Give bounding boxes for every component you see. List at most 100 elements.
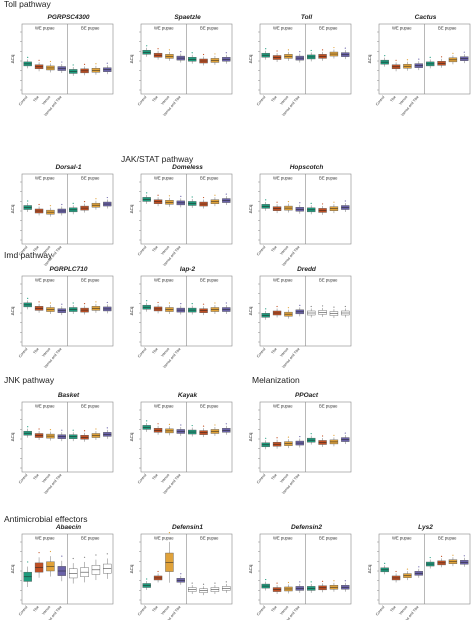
section-title: Melanization: [252, 375, 300, 385]
y-axis-label: ΔCq: [10, 432, 15, 441]
group-label-be: BE pupae: [81, 278, 100, 283]
outlier-point: [344, 200, 346, 202]
x-tick-label: Tlse: [389, 605, 396, 613]
outlier-point: [106, 553, 108, 555]
panel-title: PGRPSC4300: [48, 14, 90, 21]
group-label-we: WE pupae: [392, 26, 412, 31]
x-tick-label: Tlse: [151, 245, 158, 253]
x-tick-label: Control: [375, 95, 386, 107]
outlier-point: [429, 556, 431, 559]
outlier-point: [168, 423, 171, 425]
y-axis-label: ΔCq: [248, 54, 253, 63]
outlier-point: [202, 583, 205, 585]
x-tick-label: Control: [18, 473, 29, 485]
group-label-we: WE pupae: [273, 404, 293, 409]
y-axis-label: ΔCq: [10, 204, 15, 213]
outlier-point: [395, 59, 397, 61]
outlier-point: [49, 550, 52, 553]
outlier-point: [463, 51, 465, 53]
outlier-point: [83, 430, 86, 432]
outlier-point: [180, 424, 182, 426]
x-tick-label: Varroa: [398, 605, 408, 616]
x-tick-label: Varroa: [41, 245, 51, 256]
outlier-point: [106, 427, 108, 429]
section-title: Toll pathway: [4, 0, 52, 9]
x-tick-label: Control: [137, 95, 148, 107]
outlier-point: [395, 570, 397, 573]
group-label-be: BE pupae: [319, 404, 338, 409]
group-label-we: WE pupae: [154, 26, 174, 31]
panel-title: Domeless: [172, 164, 203, 171]
outlier-point: [299, 304, 301, 306]
outlier-point: [344, 47, 346, 49]
outlier-point: [146, 578, 148, 580]
x-tick-label: Control: [256, 473, 267, 485]
outlier-point: [321, 435, 324, 437]
outlier-point: [299, 581, 301, 583]
outlier-point: [333, 580, 335, 582]
outlier-point: [180, 303, 182, 305]
outlier-point: [265, 48, 267, 50]
outlier-point: [276, 201, 278, 203]
outlier-point: [452, 554, 454, 556]
group-label-be: BE pupae: [200, 26, 219, 31]
panel-lys2: Lys2 WE pupae BE pupae ΔCq Control Tlse Varroa…: [367, 524, 471, 620]
panel-toll: Toll WE pupae BE pupae ΔCq Control Tlse Varroa…: [248, 14, 352, 117]
outlier-point: [83, 63, 86, 65]
section-title: JNK pathway: [4, 375, 55, 385]
outlier-point: [95, 554, 97, 556]
outlier-point: [214, 582, 216, 584]
outlier-point: [321, 305, 324, 307]
outlier-point: [27, 200, 29, 202]
panel-title: Kayak: [178, 392, 198, 399]
y-axis-label: ΔCq: [248, 204, 253, 213]
x-tick-label: Control: [137, 473, 148, 485]
outlier-point: [287, 581, 290, 584]
outlier-point: [276, 50, 278, 52]
group-label-be: BE pupae: [319, 536, 338, 541]
group-label-we: WE pupae: [35, 278, 55, 283]
outlier-point: [27, 56, 29, 59]
outlier-point: [202, 303, 205, 305]
panel-title: PPOact: [295, 392, 319, 399]
outlier-point: [38, 203, 40, 206]
group-label-be: BE pupae: [81, 26, 100, 31]
outlier-point: [191, 52, 193, 54]
group-label-be: BE pupae: [200, 176, 219, 181]
outlier-point: [384, 562, 386, 564]
x-tick-label: Control: [256, 605, 267, 617]
outlier-point: [72, 429, 74, 431]
outlier-point: [310, 305, 312, 308]
outlier-point: [146, 192, 148, 194]
y-axis-label: ΔCq: [129, 564, 134, 573]
group-label-we: WE pupae: [273, 536, 293, 541]
y-axis-label: ΔCq: [10, 54, 15, 63]
panel-domeless: Domeless WE pupae BE pupae ΔCq Control Tlse Va…: [129, 164, 233, 267]
outlier-point: [49, 429, 52, 431]
panel-pgrplc710: PGRPLC710 WE pupae BE pupae ΔCq Control Tlse V…: [10, 266, 114, 369]
group-label-be: BE pupae: [319, 26, 338, 31]
x-tick-label: Tlse: [389, 95, 396, 103]
outlier-point: [287, 307, 290, 309]
outlier-point: [95, 198, 97, 200]
x-tick-label: Control: [375, 605, 386, 617]
outlier-point: [225, 302, 227, 304]
y-axis-label: ΔCq: [367, 564, 372, 573]
outlier-point: [310, 49, 312, 52]
outlier-point: [225, 581, 227, 583]
outlier-point: [265, 308, 267, 310]
outlier-point: [106, 196, 108, 199]
panel-title: Cactus: [415, 14, 437, 21]
outlier-point: [225, 193, 227, 195]
group-label-we: WE pupae: [273, 278, 293, 283]
x-tick-label: Control: [256, 347, 267, 359]
outlier-point: [157, 570, 159, 573]
outlier-point: [49, 60, 52, 63]
x-tick-label: Control: [137, 245, 148, 257]
group-label-we: WE pupae: [154, 278, 174, 283]
outlier-point: [38, 59, 40, 61]
outlier-point: [157, 48, 159, 50]
outlier-point: [333, 201, 335, 203]
group-label-be: BE pupae: [200, 404, 219, 409]
